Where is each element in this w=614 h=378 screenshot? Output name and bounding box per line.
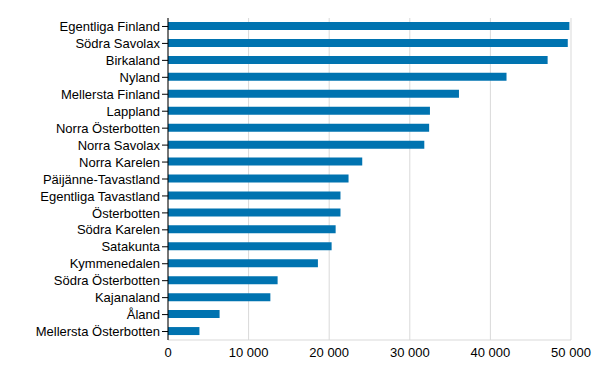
svg-text:Södra Österbotten: Södra Österbotten (54, 273, 160, 288)
svg-text:Päijänne-Tavastland: Päijänne-Tavastland (43, 172, 160, 187)
svg-text:Egentliga Tavastland: Egentliga Tavastland (40, 189, 160, 204)
svg-text:Södra Karelen: Södra Karelen (77, 222, 160, 237)
svg-text:Lappland: Lappland (107, 104, 161, 119)
svg-text:Birkaland: Birkaland (106, 53, 160, 68)
svg-text:Egentliga Finland: Egentliga Finland (60, 19, 160, 34)
svg-text:30 000: 30 000 (390, 345, 430, 360)
svg-text:0: 0 (164, 345, 171, 360)
svg-text:10 000: 10 000 (229, 345, 269, 360)
svg-text:Satakunta: Satakunta (101, 239, 160, 254)
svg-text:Åland: Åland (127, 307, 160, 322)
svg-text:Kajanaland: Kajanaland (95, 290, 160, 305)
svg-text:Norra Karelen: Norra Karelen (79, 155, 160, 170)
svg-text:Södra Savolax: Södra Savolax (75, 36, 160, 51)
svg-text:Mellersta Finland: Mellersta Finland (61, 87, 160, 102)
svg-text:20 000: 20 000 (309, 345, 349, 360)
svg-text:Norra Savolax: Norra Savolax (78, 138, 161, 153)
svg-text:Kymmenedalen: Kymmenedalen (70, 256, 160, 271)
svg-text:40 000: 40 000 (471, 345, 511, 360)
svg-text:Österbotten: Österbotten (92, 206, 160, 221)
svg-text:Nyland: Nyland (120, 70, 160, 85)
svg-text:Norra Österbotten: Norra Österbotten (56, 121, 160, 136)
svg-text:50 000: 50 000 (551, 345, 591, 360)
svg-text:Mellersta Österbotten: Mellersta Österbotten (36, 324, 160, 339)
